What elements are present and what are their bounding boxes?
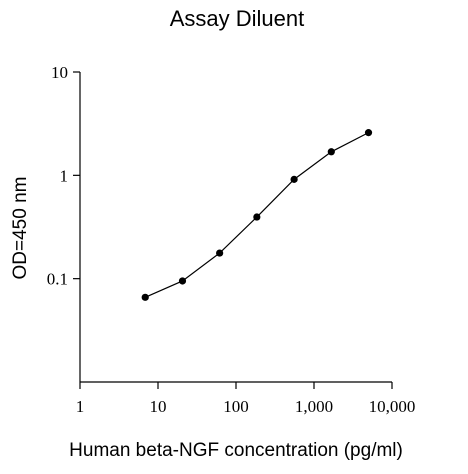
y-tick-label: 0.1	[47, 270, 68, 289]
y-tick-label: 1	[60, 166, 69, 185]
x-tick-label: 1,000	[295, 397, 333, 416]
y-ticks: 0.1 1 10	[47, 63, 80, 289]
chart-title: Assay Diluent	[170, 6, 305, 31]
x-ticks: 1 10 100 1,000 10,000	[76, 382, 416, 416]
x-tick-label: 1	[76, 397, 85, 416]
axes	[79, 72, 392, 383]
x-tick-label: 10,000	[369, 397, 416, 416]
data-point	[178, 277, 187, 285]
data-point	[253, 213, 261, 221]
x-tick-label: 10	[150, 397, 167, 416]
data-point	[141, 293, 149, 301]
y-tick-label: 10	[51, 63, 68, 82]
data-point	[216, 249, 224, 257]
data-point	[290, 175, 298, 183]
data-point	[327, 148, 335, 156]
y-axis-label: OD=450 nm	[10, 177, 31, 280]
x-axis-label: Human beta-NGF concentration (pg/ml)	[69, 440, 403, 461]
data-point	[364, 129, 373, 137]
x-tick-label: 100	[223, 397, 249, 416]
series-layer	[141, 129, 373, 301]
